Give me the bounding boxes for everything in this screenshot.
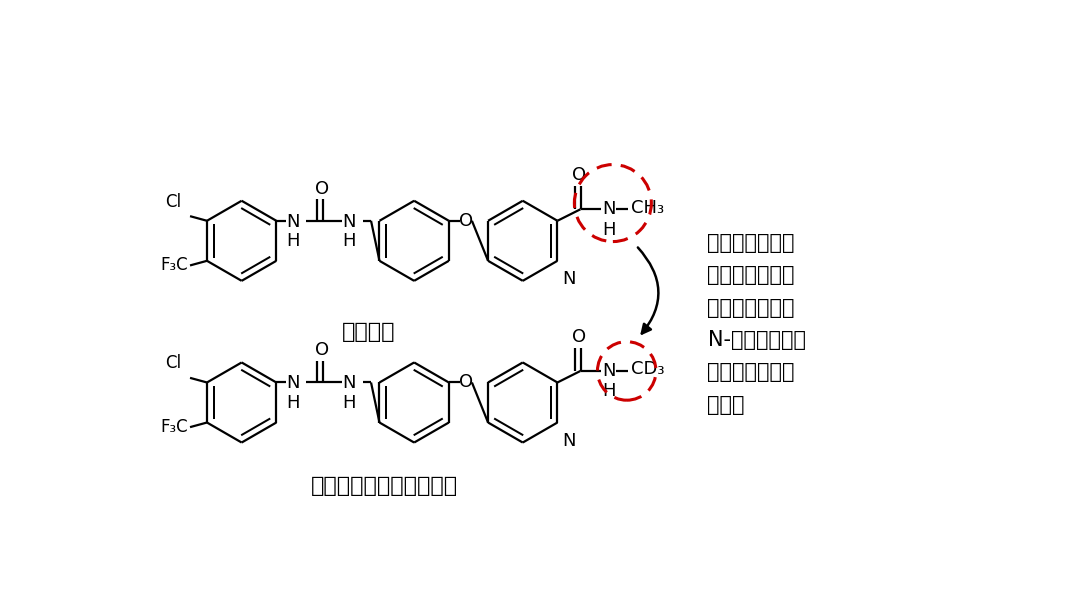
Text: N: N (602, 362, 616, 380)
Text: N-去甲基、酰胺: N-去甲基、酰胺 (707, 330, 806, 350)
Text: O: O (315, 342, 329, 359)
Text: H: H (286, 394, 300, 412)
Text: O: O (315, 180, 329, 198)
Text: N: N (562, 432, 576, 450)
Text: O: O (572, 166, 586, 184)
Text: N: N (342, 212, 356, 230)
Text: H: H (342, 232, 356, 250)
Text: 代甲基羟基化、: 代甲基羟基化、 (707, 298, 795, 318)
Text: H: H (602, 383, 616, 400)
Text: Cl: Cl (165, 193, 181, 211)
Text: CD₃: CD₃ (631, 361, 664, 378)
Text: 索拉菲尼: 索拉菲尼 (342, 322, 395, 342)
Text: F₃C: F₃C (160, 256, 188, 274)
Text: H: H (342, 394, 356, 412)
Text: 醛酸化: 醛酸化 (707, 395, 745, 415)
Text: N: N (286, 374, 300, 392)
Text: H: H (602, 221, 616, 239)
Text: N: N (562, 270, 576, 288)
Text: N: N (286, 212, 300, 230)
Text: N: N (602, 201, 616, 218)
Text: H: H (286, 232, 300, 250)
Text: N: N (342, 374, 356, 392)
Text: O: O (572, 327, 586, 346)
Text: CH₃: CH₃ (631, 199, 664, 217)
Text: 氘代化取代位点: 氘代化取代位点 (707, 233, 795, 253)
Text: F₃C: F₃C (160, 418, 188, 436)
Text: 氘代索拉菲尼：多纳非尼: 氘代索拉菲尼：多纳非尼 (311, 475, 458, 496)
Text: O: O (459, 212, 473, 230)
Text: O: O (459, 374, 473, 392)
Text: 键水解、葡萄糖: 键水解、葡萄糖 (707, 362, 795, 383)
Text: Cl: Cl (165, 355, 181, 372)
Text: 涉及药物的：氘: 涉及药物的：氘 (707, 265, 795, 286)
